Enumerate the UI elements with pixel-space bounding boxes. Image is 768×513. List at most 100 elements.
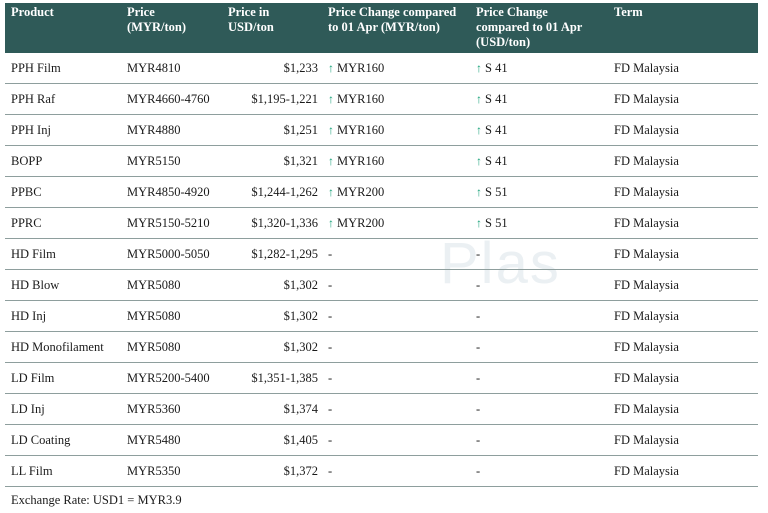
cell-product: LD Film: [5, 362, 121, 394]
cell-product: HD Blow: [5, 269, 121, 301]
change-value: S 41: [485, 153, 508, 168]
change-value: -: [476, 463, 481, 478]
cell-price-usd: $1,302: [222, 331, 322, 363]
table-row: LL Film MYR5350 $1,372- - FD Malaysia: [5, 455, 758, 487]
cell-term: FD Malaysia: [608, 238, 758, 270]
cell-term: FD Malaysia: [608, 300, 758, 332]
cell-price-myr: MYR5080: [121, 269, 222, 301]
cell-change-myr: ↑ MYR160: [322, 53, 470, 84]
cell-price-usd: $1,233: [222, 53, 322, 84]
cell-price-usd: $1,251: [222, 114, 322, 146]
cell-price-myr: MYR5150: [121, 145, 222, 177]
change-value: MYR200: [337, 184, 385, 199]
cell-change-usd: -: [470, 362, 608, 394]
cell-product: PPRC: [5, 207, 121, 239]
cell-change-usd: ↑ S 41: [470, 83, 608, 115]
table-row: HD Monofilament MYR5080 $1,302- - FD Malaysi…: [5, 331, 758, 363]
table-row: HD Film MYR5000-5050 $1,282-1,295- - FD Mala…: [5, 238, 758, 270]
up-arrow-icon: ↑: [476, 153, 482, 168]
cell-change-usd: ↑ S 41: [470, 53, 608, 84]
change-value: S 41: [485, 91, 508, 106]
cell-price-usd: $1,372: [222, 455, 322, 487]
exchange-rate-note: Exchange Rate: USD1 = MYR3.9: [11, 493, 182, 507]
header-product: Product: [5, 3, 121, 53]
cell-change-myr: -: [322, 300, 470, 332]
change-value: -: [328, 277, 333, 292]
change-value: -: [328, 339, 333, 354]
cell-change-usd: -: [470, 269, 608, 301]
cell-change-myr: ↑ MYR160: [322, 145, 470, 177]
cell-price-myr: MYR4810: [121, 53, 222, 84]
cell-term: FD Malaysia: [608, 331, 758, 363]
cell-price-usd: $1,351-1,385: [222, 362, 322, 394]
change-value: -: [476, 308, 481, 323]
cell-term: FD Malaysia: [608, 269, 758, 301]
up-arrow-icon: ↑: [328, 91, 334, 106]
change-value: -: [476, 432, 481, 447]
change-value: -: [328, 246, 333, 261]
cell-change-usd: -: [470, 393, 608, 425]
table-row: LD Inj MYR5360 $1,374- - FD Malaysia: [5, 393, 758, 425]
cell-product: LD Inj: [5, 393, 121, 425]
cell-change-usd: -: [470, 300, 608, 332]
table-row: HD Blow MYR5080 $1,302- - FD Malaysia: [5, 269, 758, 301]
cell-term: FD Malaysia: [608, 53, 758, 84]
cell-price-myr: MYR4880: [121, 114, 222, 146]
table-row: HD Inj MYR5080 $1,302- - FD Malaysia: [5, 300, 758, 332]
up-arrow-icon: ↑: [328, 153, 334, 168]
cell-term: FD Malaysia: [608, 393, 758, 425]
change-value: MYR160: [337, 122, 385, 137]
cell-price-usd: $1,320-1,336: [222, 207, 322, 239]
cell-change-usd: ↑ S 51: [470, 176, 608, 208]
up-arrow-icon: ↑: [476, 122, 482, 137]
cell-price-usd: $1,244-1,262: [222, 176, 322, 208]
cell-change-usd: ↑ S 41: [470, 145, 608, 177]
change-value: -: [328, 370, 333, 385]
up-arrow-icon: ↑: [328, 122, 334, 137]
cell-term: FD Malaysia: [608, 114, 758, 146]
header-term: Term: [608, 3, 758, 53]
cell-product: LD Coating: [5, 424, 121, 456]
cell-price-myr: MYR5000-5050: [121, 238, 222, 270]
cell-change-myr: -: [322, 238, 470, 270]
cell-change-myr: -: [322, 362, 470, 394]
change-value: -: [476, 370, 481, 385]
cell-product: PPBC: [5, 176, 121, 208]
change-value: S 41: [485, 60, 508, 75]
change-value: -: [476, 339, 481, 354]
cell-term: FD Malaysia: [608, 83, 758, 115]
cell-price-usd: $1,302: [222, 269, 322, 301]
change-value: MYR160: [337, 91, 385, 106]
table-row: LD Film MYR5200-5400 $1,351-1,385- - FD Mala…: [5, 362, 758, 394]
cell-term: FD Malaysia: [608, 176, 758, 208]
header-change-usd: Price Change compared to 01 Apr (USD/ton…: [470, 3, 608, 53]
cell-change-usd: -: [470, 424, 608, 456]
price-table-container: Product Price (MYR/ton) Price in USD/ton…: [5, 3, 758, 508]
change-value: S 51: [485, 184, 508, 199]
cell-change-myr: ↑ MYR160: [322, 83, 470, 115]
cell-change-myr: -: [322, 269, 470, 301]
cell-price-myr: MYR5480: [121, 424, 222, 456]
cell-price-myr: MYR5150-5210: [121, 207, 222, 239]
cell-price-usd: $1,405: [222, 424, 322, 456]
cell-price-myr: MYR5080: [121, 331, 222, 363]
cell-price-usd: $1,374: [222, 393, 322, 425]
table-header-row: Product Price (MYR/ton) Price in USD/ton…: [5, 3, 758, 53]
cell-change-myr: -: [322, 424, 470, 456]
cell-change-usd: -: [470, 238, 608, 270]
cell-change-usd: -: [470, 331, 608, 363]
cell-change-myr: ↑ MYR160: [322, 114, 470, 146]
cell-product: PPH Inj: [5, 114, 121, 146]
up-arrow-icon: ↑: [476, 91, 482, 106]
cell-change-myr: ↑ MYR200: [322, 207, 470, 239]
change-value: MYR160: [337, 153, 385, 168]
cell-price-usd: $1,282-1,295: [222, 238, 322, 270]
change-value: -: [328, 432, 333, 447]
cell-change-usd: ↑ S 41: [470, 114, 608, 146]
up-arrow-icon: ↑: [328, 184, 334, 199]
header-price-myr: Price (MYR/ton): [121, 3, 222, 53]
cell-price-myr: MYR4850-4920: [121, 176, 222, 208]
up-arrow-icon: ↑: [328, 215, 334, 230]
cell-term: FD Malaysia: [608, 455, 758, 487]
cell-term: FD Malaysia: [608, 424, 758, 456]
